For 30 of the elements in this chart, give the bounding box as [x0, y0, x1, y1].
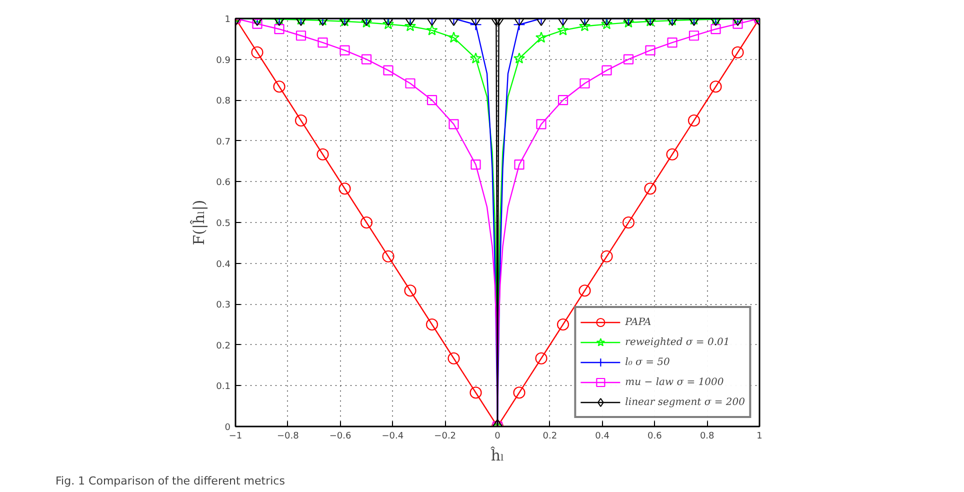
x-tick-label: −0.2 [434, 432, 456, 442]
x-tick-label: −1 [228, 432, 242, 442]
y-tick-label: 0.2 [216, 341, 231, 352]
x-axis-title: ĥₗ [490, 446, 504, 464]
x-tick-label: −0.8 [276, 432, 300, 442]
y-tick-label: 0.1 [216, 382, 231, 392]
legend-label: PAPA [625, 316, 652, 328]
y-tick-label: 0.8 [216, 96, 231, 107]
x-tick-label: 0.8 [700, 432, 715, 442]
x-tick-label: 1 [756, 432, 762, 442]
y-tick-label: 0.6 [216, 178, 231, 188]
x-tick-label: 0 [494, 432, 501, 442]
x-tick-label: −0.4 [382, 432, 404, 442]
y-tick-label: 0.3 [216, 300, 231, 311]
legend-label: l₀ σ = 50 [625, 356, 670, 368]
legend-label: linear segment σ = 200 [625, 396, 745, 408]
legend-label: mu − law σ = 1000 [625, 376, 724, 388]
caption: Fig. 1 Comparison of the different metrics [56, 474, 286, 488]
y-tick-label: 0.5 [216, 219, 231, 229]
x-tick-label: 0.6 [648, 432, 662, 442]
y-tick-label: 0.9 [216, 56, 231, 66]
y-tick-label: 0.4 [216, 260, 231, 270]
y-tick-label: 1 [224, 15, 231, 25]
y-axis-title: F(|ĥₗ|) [190, 200, 208, 246]
y-tick-label: 0.7 [216, 137, 231, 148]
x-tick-label: −0.6 [329, 432, 352, 442]
x-tick-label: 0.2 [542, 432, 558, 442]
legend-label: reweighted σ = 0.01 [625, 336, 730, 348]
y-tick-label: 0 [224, 423, 231, 433]
x-tick-label: 0.4 [595, 432, 610, 442]
